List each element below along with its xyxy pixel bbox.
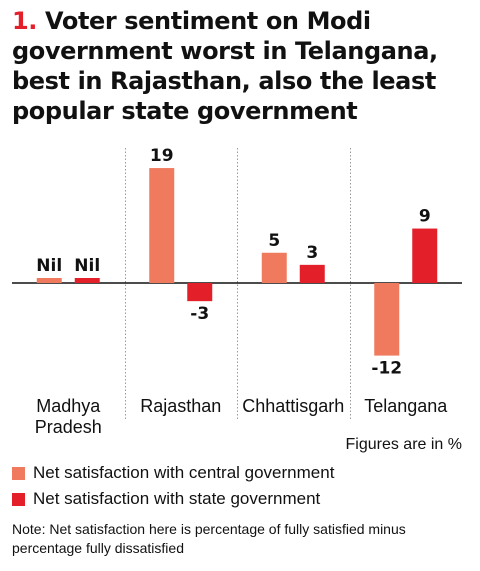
bar-central — [261, 252, 287, 283]
data-label: Nil — [36, 256, 62, 276]
data-label: 3 — [306, 243, 318, 263]
chart-number: 1. — [12, 7, 38, 35]
units-note: Figures are in % — [345, 436, 463, 453]
data-label: 5 — [268, 231, 280, 251]
bar-central — [149, 168, 175, 283]
data-label: 19 — [150, 146, 174, 166]
data-label: -3 — [190, 304, 209, 324]
category-label: Madhya — [36, 396, 101, 416]
legend-label-state: Net satisfaction with state government — [33, 489, 321, 508]
category-label: Pradesh — [35, 417, 102, 437]
bar-state — [187, 283, 213, 302]
bar-state — [412, 228, 438, 283]
data-label: -12 — [371, 359, 402, 379]
bar-central — [36, 278, 62, 283]
legend-swatch-central — [12, 466, 25, 480]
bar-state — [299, 264, 325, 283]
category-label: Telangana — [364, 396, 448, 416]
legend: Net satisfaction with central government… — [12, 460, 334, 512]
legend-label-central: Net satisfaction with central government — [33, 463, 335, 482]
category-label: Rajasthan — [140, 396, 221, 416]
footnote: Note: Net satisfaction here is percentag… — [12, 521, 406, 556]
category-label: Chhattisgarh — [242, 396, 344, 416]
bar-state — [74, 278, 100, 283]
legend-item-central: Net satisfaction with central government — [12, 460, 334, 486]
chart-title-text: Voter sentiment on Modi government worst… — [12, 7, 438, 125]
chart-title: 1. Voter sentiment on Modi government wo… — [12, 6, 474, 126]
legend-swatch-state — [12, 492, 25, 506]
data-label: 9 — [419, 207, 431, 227]
bar-central — [374, 283, 400, 356]
legend-item-state: Net satisfaction with state government — [12, 486, 334, 512]
data-label: Nil — [74, 256, 100, 276]
